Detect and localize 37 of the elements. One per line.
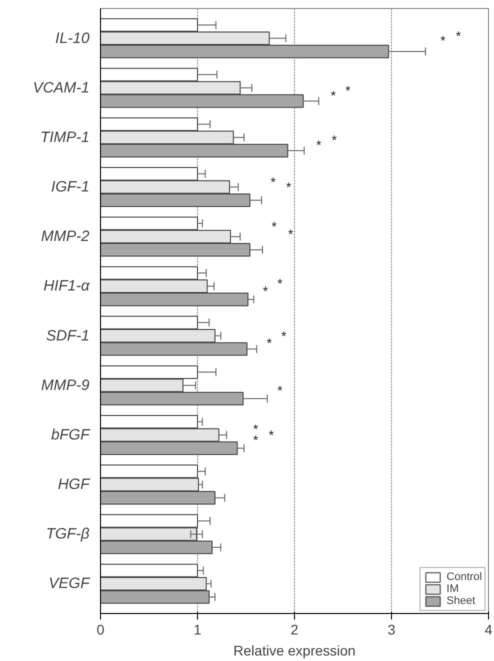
x-axis-title: Relative expression — [233, 642, 356, 658]
y-tick-label: VCAM-1 — [32, 79, 90, 96]
y-tick-label: IL-10 — [55, 30, 90, 47]
annotation: * — [262, 284, 268, 299]
legend-label: Sheet — [446, 595, 476, 607]
annotation: * — [332, 132, 337, 148]
legend-label: Control — [446, 571, 482, 583]
annotation: * — [288, 226, 294, 242]
annotation: * — [268, 427, 274, 442]
y-tick-label: IGF-1 — [51, 178, 90, 196]
annotation: * — [272, 219, 277, 234]
x-tick-label: 3 — [388, 622, 396, 638]
y-tick-label: SDF-1 — [46, 327, 90, 344]
x-tick-label: 4 — [484, 622, 493, 638]
annotation: * — [277, 276, 282, 292]
y-tick-label: MMP-2 — [41, 228, 90, 246]
annotation: * — [266, 336, 272, 351]
annotation: * — [345, 82, 350, 98]
x-tick-label: 0 — [96, 622, 105, 638]
annotation: * — [277, 382, 282, 398]
annotation: * — [316, 137, 322, 152]
y-tick-label: TIMP-1 — [40, 128, 90, 146]
annotation: * — [456, 28, 461, 44]
y-tick-label: bFGF — [51, 426, 90, 444]
x-tick-label: 1 — [194, 622, 202, 638]
x-tick-label: 2 — [290, 622, 299, 638]
y-tick-label: TGF-β — [46, 526, 90, 543]
y-tick-label: VEGF — [48, 575, 90, 592]
y-tick-label: HGF — [58, 476, 90, 494]
legend-label: IM — [446, 583, 460, 595]
y-tick-label: MMP-9 — [41, 376, 90, 394]
annotation: * — [270, 174, 276, 190]
annotation: * — [440, 33, 446, 48]
y-tick-label: HIF1-α — [43, 278, 90, 295]
annotation: * — [286, 180, 292, 195]
annotation: * — [281, 328, 286, 344]
annotation: * — [330, 88, 336, 103]
